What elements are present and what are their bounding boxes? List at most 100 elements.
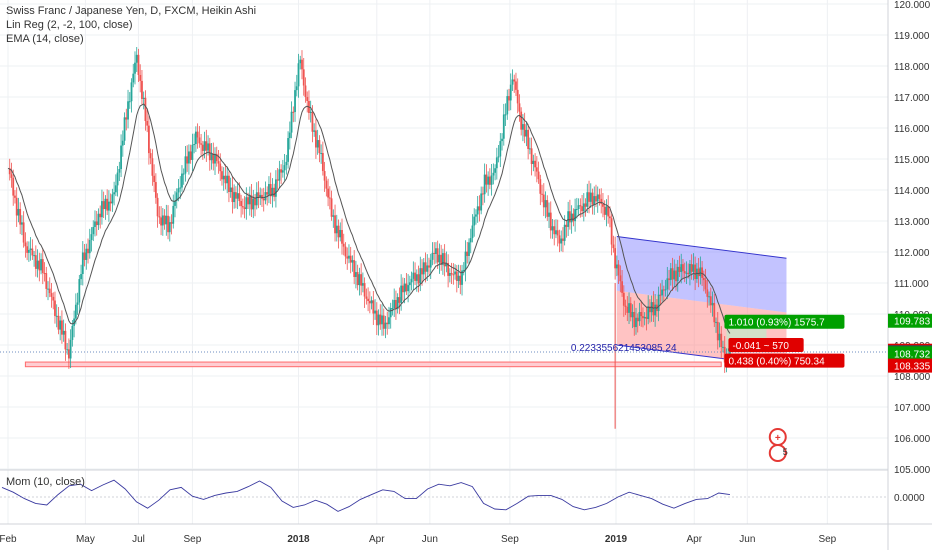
candle [191,133,194,171]
candle [80,264,82,286]
candle-body [229,187,232,192]
candle-body [570,213,573,223]
x-tick-label: Jul [132,534,145,545]
candle [673,259,676,287]
candle [281,159,284,178]
candle-body [640,312,643,317]
candle-body [188,151,190,164]
candle-body [61,320,63,335]
candle-body [622,292,625,306]
candle [516,78,519,114]
candle [671,257,674,291]
candle [398,287,401,315]
candle [664,279,667,297]
pnl-label-text: -0.041 ~ 570 [732,341,789,352]
candle-body [271,187,274,197]
candle [205,129,208,162]
candle-body [165,215,168,225]
candle [445,251,448,273]
momentum-indicator-label[interactable]: Mom (10, close) [6,476,85,488]
candle [473,208,476,237]
momentum-axis-label: 0.0000 [894,493,925,504]
candle [148,115,150,165]
candle-body [264,192,267,201]
candle [295,74,298,97]
candle-body [687,272,690,275]
candle-body [55,315,58,317]
candle-body [450,272,453,275]
candle-body [151,158,154,176]
candle-body [591,192,594,205]
ema-indicator-label[interactable]: EMA (14, close) [6,33,84,45]
candle-body [125,117,128,120]
candle-body [429,259,432,268]
candle-body [214,153,216,164]
candle-body [492,172,495,176]
candle [633,300,636,336]
candle-body [563,224,566,241]
candle-body [10,174,13,178]
candle [22,211,25,248]
candle-body [469,238,472,243]
candle [435,242,437,264]
candle-body [205,141,208,151]
x-tick-label: May [76,534,95,545]
candle-body [508,96,510,101]
candle-body [348,255,350,259]
candle-body [577,205,580,210]
candle [130,78,133,113]
x-tick-label: 2019 [605,534,628,545]
candle-body [236,193,239,199]
linreg-indicator-label[interactable]: Lin Reg (2, -2, 100, close) [6,19,133,31]
candle [492,163,495,185]
candle-body [78,279,81,303]
momentum-line [1,479,730,512]
candle [43,262,46,282]
candle [128,92,131,109]
candle-body [415,274,418,281]
candle [358,267,361,296]
candle-body [546,200,549,217]
candle [127,89,129,129]
candle [412,261,415,291]
candle-body [593,196,596,205]
candle-body [191,144,194,160]
candle-body [457,275,460,281]
candle [313,123,316,137]
candle [603,200,606,220]
candle-body [212,153,215,164]
time-axis[interactable]: Feb May Jul Sep 2018 Apr Jun Sep 2019 Apr Jun Sep [0,523,932,545]
candle-body [287,138,289,162]
price-axis[interactable]: 120.000 119.000 118.000 117.000 116.000 115.0… [887,0,932,550]
candle-body [107,201,110,211]
candle-body [459,275,462,285]
candle [518,94,521,122]
candle-body [363,283,366,297]
candle-body [243,207,246,210]
candle [548,202,550,228]
candle-body [297,63,300,87]
candle-body [45,273,48,289]
candle [299,55,302,70]
candle [61,310,63,344]
candle-body [589,192,592,202]
candle-body [501,138,503,142]
candle-body [568,211,571,223]
candle-body [365,296,368,299]
candle-body [22,222,25,243]
candle-body [81,252,84,275]
candle [292,106,295,123]
candle [709,287,712,313]
candle-body [201,144,204,151]
candle-body [562,238,564,241]
x-tick-label: Feb [0,534,17,545]
candle [602,192,604,218]
candle [502,103,505,146]
candle-body [628,303,630,313]
candle [565,220,568,238]
candle [417,265,420,293]
candle [188,144,190,175]
candle [341,218,343,255]
candle-body [438,254,441,263]
